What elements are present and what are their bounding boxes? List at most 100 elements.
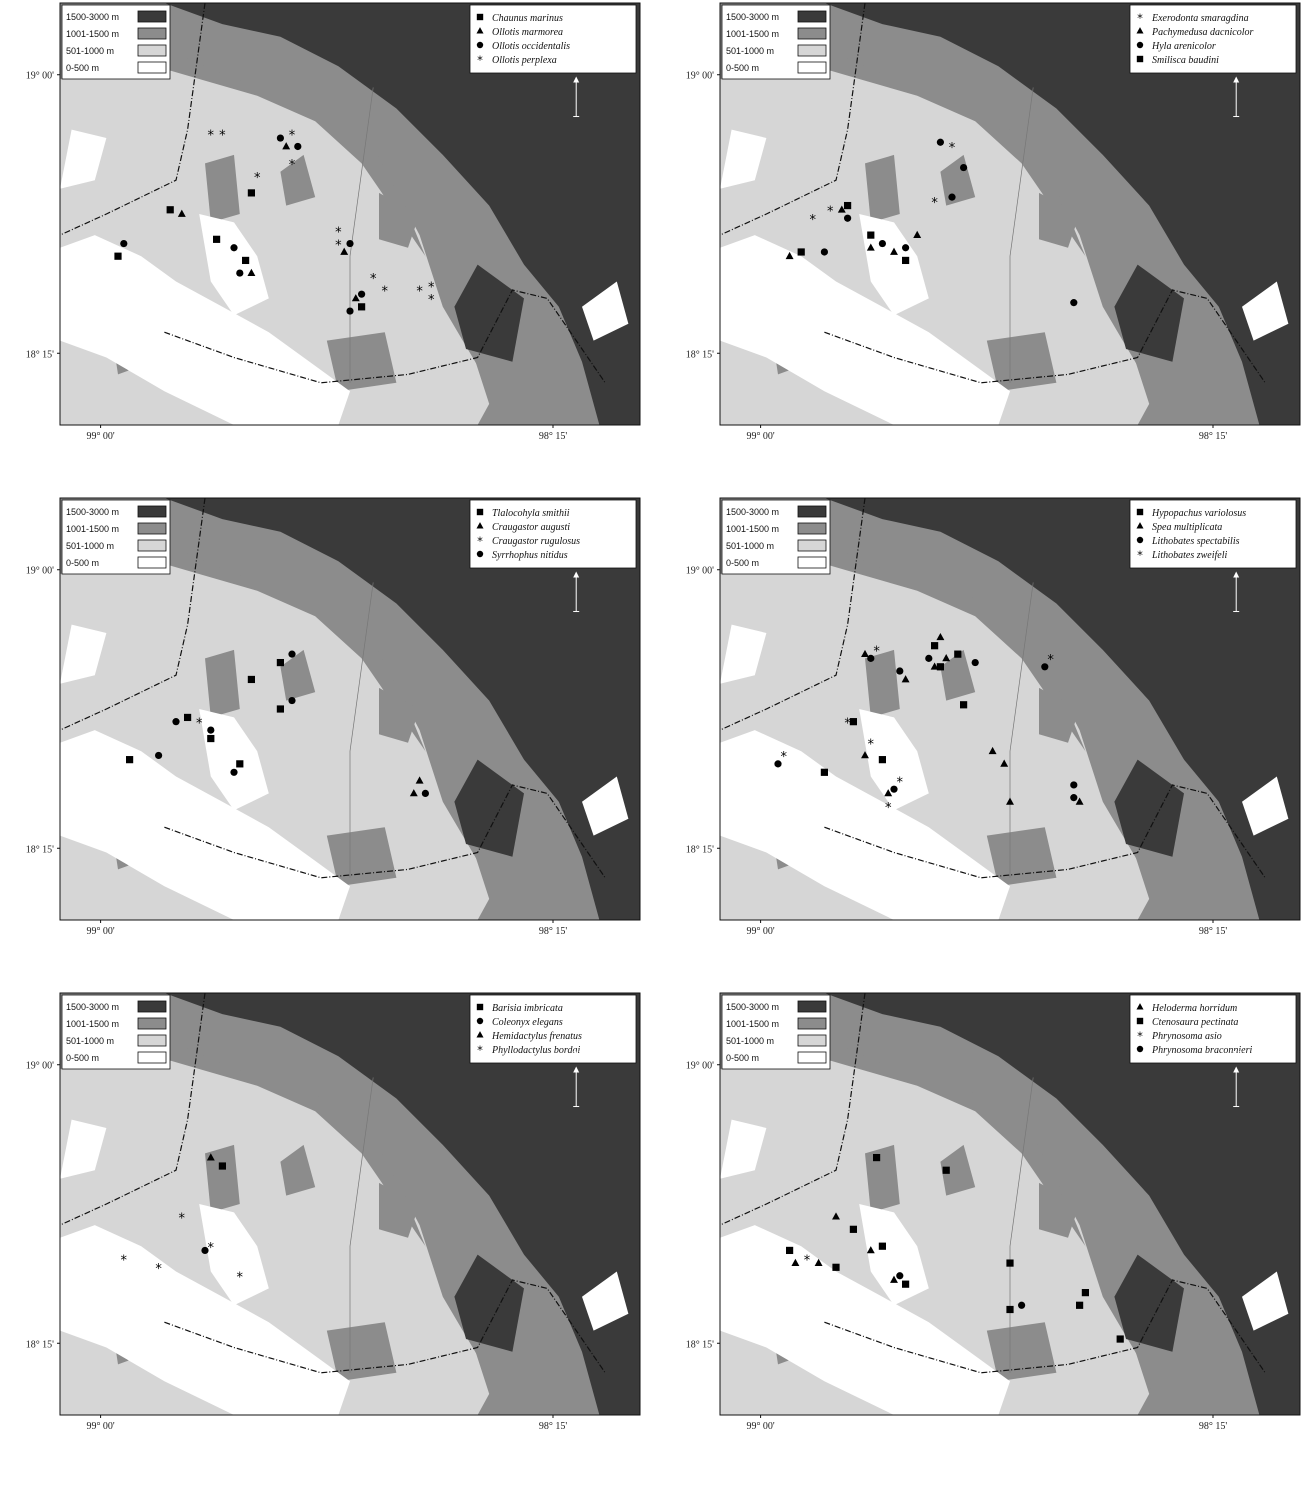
record-square	[936, 663, 944, 671]
map-frame	[719, 497, 1301, 921]
longitude-label: 98° 15'	[539, 926, 567, 937]
elevation-legend-label: 1500-3000 m	[726, 507, 779, 517]
elevation-legend-label: 1001-1500 m	[66, 1019, 119, 1029]
north-label: N	[570, 1049, 582, 1065]
record-circle	[1041, 663, 1049, 671]
record-square	[960, 701, 968, 709]
elevation-swatch	[797, 522, 827, 535]
record-square	[276, 705, 284, 713]
map-frame	[719, 2, 1301, 426]
record-triangle	[988, 746, 997, 755]
elevation-swatch	[797, 1034, 827, 1047]
map-frame	[59, 992, 641, 1416]
record-star: *	[382, 285, 389, 300]
record-square	[820, 768, 828, 776]
record-points: * * * * * * *	[774, 632, 1084, 816]
elevation-swatch	[137, 556, 167, 569]
species-symbol-circle	[1136, 536, 1144, 544]
species-symbol-star: *	[477, 534, 483, 548]
record-square	[902, 1280, 910, 1288]
record-star: *	[208, 1241, 215, 1256]
record-circle	[155, 751, 163, 760]
north-label: N	[570, 59, 582, 75]
record-star: *	[827, 205, 834, 220]
record-points: *	[786, 1153, 1124, 1343]
latitude-label: 18° 15'	[686, 1339, 714, 1350]
record-square	[207, 734, 215, 743]
record-triangle	[206, 1153, 215, 1161]
record-triangle	[791, 1258, 800, 1266]
record-triangle	[409, 789, 418, 797]
record-star: *	[416, 285, 423, 300]
latitude-label: 19° 00'	[26, 1061, 54, 1072]
record-square	[902, 256, 910, 265]
record-star: *	[897, 776, 904, 791]
north-label: N	[1230, 554, 1242, 570]
record-square	[786, 1246, 794, 1255]
species-symbol-circle	[476, 41, 484, 49]
elevation-legend-label: 501-1000 m	[726, 46, 774, 56]
elevation-swatch	[797, 1051, 827, 1064]
record-star: *	[868, 738, 875, 753]
record-triangle	[1075, 797, 1084, 805]
latitude-label: 18° 15'	[686, 844, 714, 855]
state-boundary	[720, 3, 866, 236]
record-circle	[288, 650, 296, 658]
record-triangle	[866, 1246, 875, 1254]
elevation-swatch	[137, 505, 167, 518]
species-name: Exerodonta smaragdina	[1151, 13, 1249, 24]
species-name: Ollotis marmorea	[492, 27, 563, 38]
record-triangle	[890, 247, 898, 255]
record-square	[358, 303, 366, 311]
species-name: Lithobates zweifeli	[1151, 550, 1228, 561]
north-arrow: N	[1230, 1049, 1242, 1108]
elevation-legend: 1500-3000 m 1001-1500 m 501-1000 m 0-500 m	[61, 994, 171, 1070]
record-square	[1006, 1259, 1014, 1267]
record-square	[126, 756, 134, 764]
record-square	[797, 248, 805, 256]
record-square	[844, 201, 852, 210]
record-circle	[288, 696, 296, 705]
longitude-label: 98° 15'	[1199, 431, 1227, 442]
record-triangle	[1006, 797, 1014, 805]
latitude-label: 19° 00'	[26, 71, 54, 82]
species-symbol-circle	[476, 550, 484, 558]
record-circle	[421, 789, 429, 797]
species-symbol-star: *	[1137, 548, 1143, 562]
latitude-label: 19° 00'	[26, 566, 54, 577]
record-star: *	[804, 1254, 811, 1269]
record-circle	[844, 214, 852, 222]
record-circle	[1070, 794, 1078, 802]
record-circle	[346, 307, 354, 315]
record-circle	[890, 785, 898, 793]
longitude-label: 98° 15'	[539, 1421, 567, 1432]
elevation-legend-label: 1500-3000 m	[66, 12, 119, 22]
latitude-label: 19° 00'	[686, 71, 714, 82]
record-triangle	[351, 294, 360, 302]
north-arrow: N	[570, 1049, 582, 1108]
species-symbol-triangle	[1136, 27, 1144, 34]
record-points: * * * * *	[121, 1153, 244, 1286]
record-circle	[230, 244, 238, 252]
record-star: *	[289, 158, 296, 173]
record-square	[849, 718, 857, 726]
elevation-swatch	[137, 44, 167, 57]
north-label: N	[1230, 59, 1242, 75]
elevation-swatch	[137, 1051, 167, 1064]
species-name: Chaunus marinus	[492, 13, 563, 24]
elevation-swatch	[137, 1000, 167, 1013]
elevation-legend-label: 0-500 m	[66, 558, 99, 568]
species-symbol-star: *	[477, 53, 483, 67]
map-frame	[59, 2, 641, 426]
record-circle	[948, 193, 956, 201]
record-star: *	[121, 1254, 128, 1269]
species-symbol-square	[1136, 55, 1144, 63]
record-square	[878, 756, 886, 764]
species-symbol-circle	[1136, 41, 1144, 49]
species-name: Craugastor augusti	[492, 522, 570, 533]
species-name: Coleonyx elegans	[492, 1017, 563, 1028]
record-points: *	[126, 650, 429, 797]
